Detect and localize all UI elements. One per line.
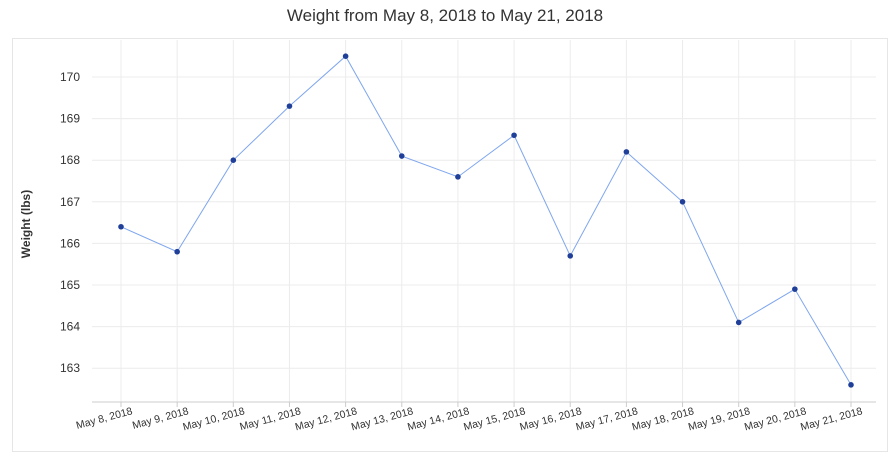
- series-line-weight: [120, 55, 852, 386]
- data-point: [174, 248, 180, 255]
- y-tick-label: 163: [60, 361, 80, 375]
- y-tick-label: 170: [60, 70, 80, 84]
- y-tick-label: 169: [60, 112, 80, 126]
- x-tick-label: May 8, 2018: [75, 405, 134, 432]
- x-tick-label: May 13, 2018: [350, 405, 415, 433]
- y-axis-label: Weight (lbs): [19, 190, 33, 258]
- x-tick-label: May 21, 2018: [799, 405, 864, 433]
- grid-layer: [92, 40, 876, 407]
- data-point: [511, 132, 517, 139]
- x-tick-label: May 10, 2018: [182, 405, 247, 433]
- y-tick-label: 167: [60, 195, 80, 209]
- x-tick-label: May 20, 2018: [743, 405, 808, 433]
- y-tick-label: 166: [60, 236, 80, 250]
- x-tick-label: May 12, 2018: [294, 405, 359, 433]
- x-tick-label: May 15, 2018: [462, 405, 527, 433]
- series-layer: [118, 53, 854, 388]
- y-tick-labels: 163 164 165 166 167 168 169 170: [60, 70, 80, 375]
- data-point: [455, 174, 461, 180]
- data-point: [679, 199, 686, 205]
- x-tick-label: May 17, 2018: [575, 405, 640, 433]
- x-tick-label: May 11, 2018: [238, 405, 302, 433]
- data-point: [286, 103, 293, 109]
- chart-title: Weight from May 8, 2018 to May 21, 2018: [286, 6, 604, 25]
- data-point: [792, 286, 798, 292]
- data-point: [735, 319, 742, 326]
- x-tick-label: May 19, 2018: [687, 405, 752, 433]
- data-point: [848, 382, 854, 388]
- y-tick-label: 165: [60, 278, 80, 292]
- data-point: [623, 149, 630, 155]
- data-point: [230, 157, 237, 163]
- chart-frame: [12, 38, 888, 452]
- x-tick-label: May 16, 2018: [518, 405, 583, 433]
- x-tick-label: May 18, 2018: [631, 405, 696, 433]
- data-point: [118, 223, 124, 230]
- x-tick-label: May 14, 2018: [406, 405, 471, 433]
- x-tick-label: May 9, 2018: [131, 405, 190, 432]
- data-point: [398, 153, 405, 159]
- y-tick-label: 168: [60, 153, 80, 167]
- y-tick-label: 164: [60, 320, 80, 334]
- data-point: [567, 253, 574, 259]
- data-point: [342, 53, 349, 59]
